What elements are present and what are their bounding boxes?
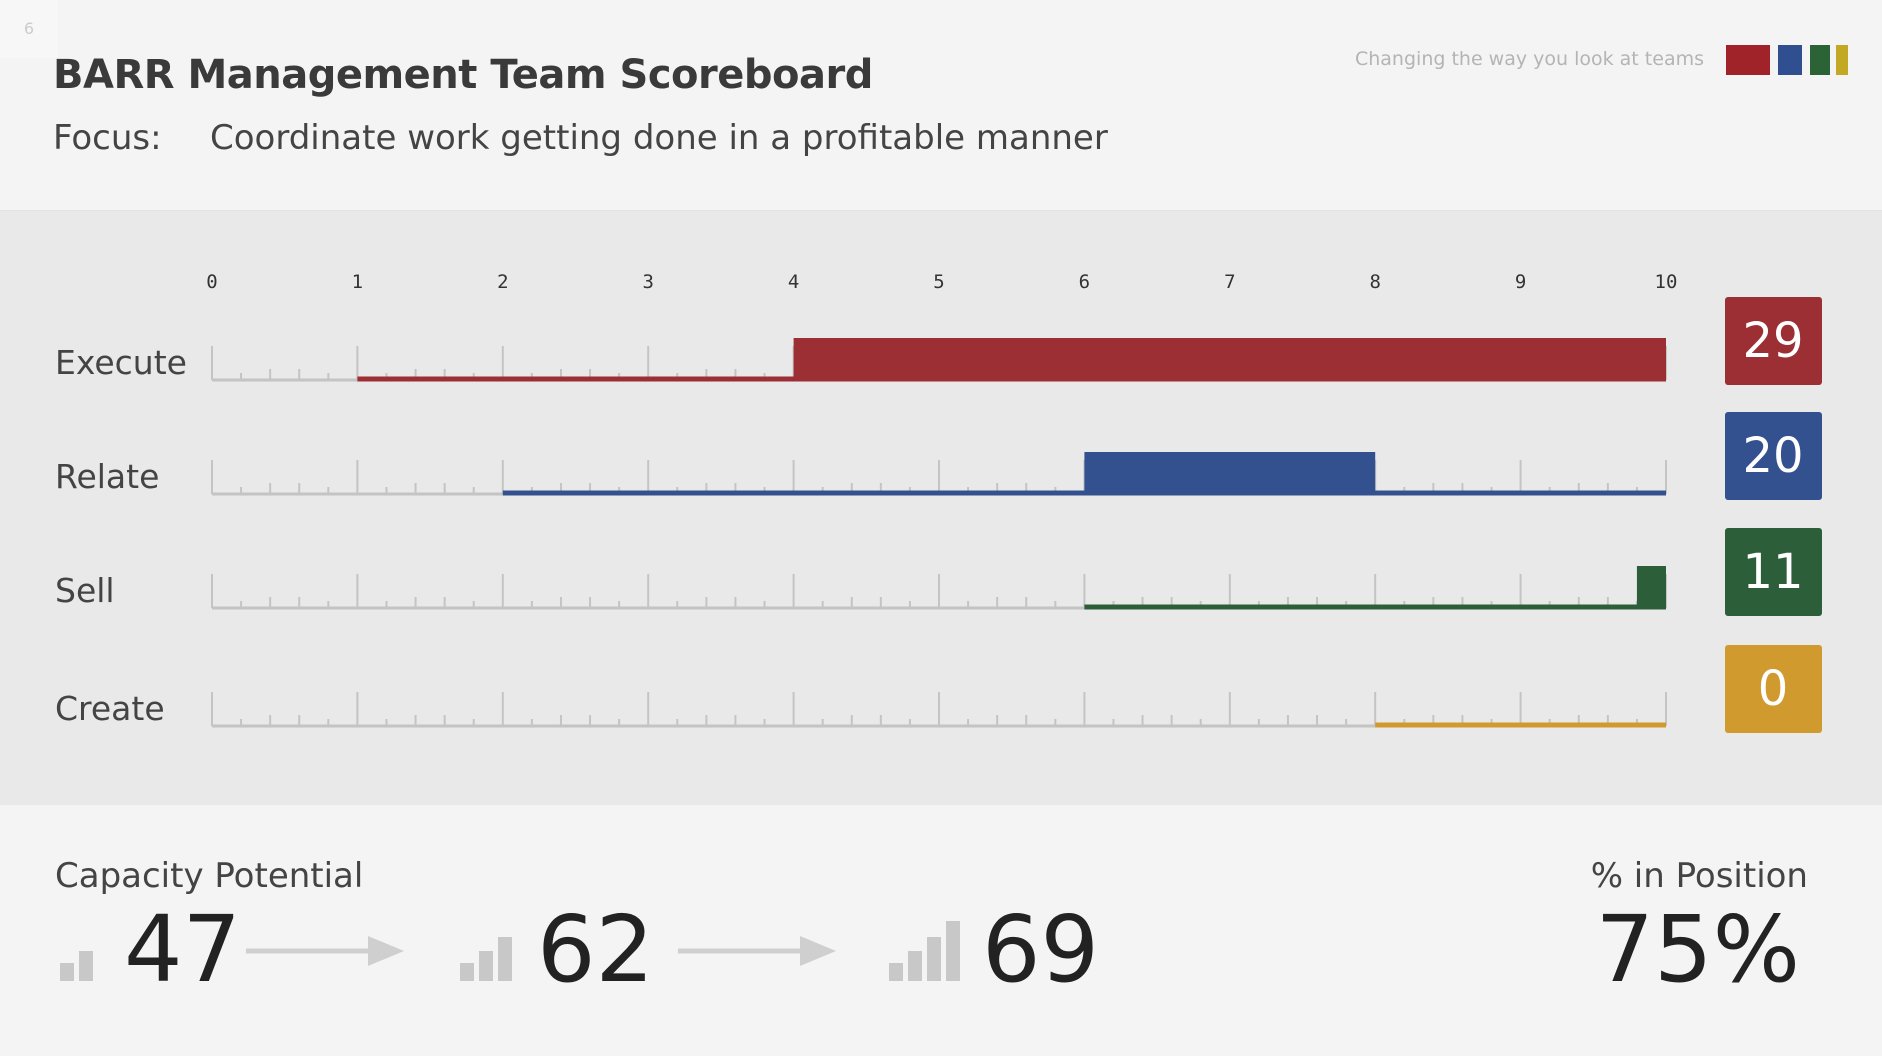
page-title: BARR Management Team Scoreboard — [53, 52, 873, 98]
score-badge — [1725, 412, 1822, 500]
row-label: Create — [55, 689, 165, 728]
score-badge — [1725, 528, 1822, 616]
score-value: 29 — [1742, 313, 1803, 369]
capacity-value-1: 47 — [124, 896, 242, 1003]
score-value: 20 — [1742, 428, 1803, 484]
signal-bar — [946, 921, 960, 981]
capacity-level-icon — [60, 951, 93, 981]
signal-bar — [60, 963, 74, 981]
page-number: 6 — [0, 0, 58, 58]
brand-swatch-blue — [1778, 45, 1802, 75]
signal-bar — [889, 963, 903, 981]
focus-text: Coordinate work getting done in a profit… — [210, 118, 1108, 158]
x-tick-label: 9 — [1515, 271, 1526, 293]
score-badge — [1725, 645, 1822, 733]
position-title: % in Position — [1590, 856, 1808, 896]
arrow-right-icon — [246, 936, 404, 966]
position-value: 75% — [1595, 896, 1800, 1003]
range-bar — [1636, 566, 1666, 608]
brand-swatch-green — [1810, 45, 1830, 75]
x-tick-label: 1 — [352, 271, 363, 293]
score-value: 11 — [1742, 544, 1803, 600]
tagline: Changing the way you look at teams — [1354, 48, 1704, 70]
signal-bar — [927, 937, 941, 981]
score-badge — [1725, 297, 1822, 385]
scoreboard-panel — [0, 211, 1882, 805]
x-tick-label: 6 — [1079, 271, 1090, 293]
row-relate: Relate 20 — [55, 412, 1822, 500]
score-value: 0 — [1758, 661, 1789, 717]
arrow-head — [368, 936, 404, 966]
brand-swatches — [1726, 45, 1848, 75]
row-label: Sell — [55, 571, 115, 610]
x-tick-label: 2 — [497, 271, 508, 293]
signal-bar — [498, 937, 512, 981]
x-tick-label: 8 — [1369, 271, 1380, 293]
summary-panel — [0, 806, 1882, 1056]
signal-bar — [908, 951, 922, 981]
header-panel — [0, 0, 1882, 211]
capacity-title: Capacity Potential — [55, 856, 364, 896]
row-sell: Sell 11 — [55, 528, 1822, 616]
range-bar — [793, 338, 1666, 380]
capacity-level-icon — [889, 921, 960, 981]
arrow-head — [800, 936, 836, 966]
x-tick-label: 5 — [933, 271, 944, 293]
arrow-right-icon — [678, 936, 836, 966]
x-tick-label: 7 — [1224, 271, 1235, 293]
signal-bar — [79, 951, 93, 981]
row-execute: Execute 29 — [55, 297, 1822, 385]
brand-swatch-yellow — [1836, 45, 1848, 75]
x-tick-label: 3 — [642, 271, 653, 293]
brand-swatch-red — [1726, 45, 1770, 75]
x-tick-label: 10 — [1655, 271, 1678, 293]
signal-bar — [479, 951, 493, 981]
row-label: Execute — [55, 343, 187, 382]
focus-label: Focus: — [53, 118, 162, 158]
capacity-value-3: 69 — [982, 896, 1100, 1003]
x-tick-label: 0 — [206, 271, 217, 293]
row-label: Relate — [55, 457, 159, 496]
signal-bar — [460, 963, 474, 981]
range-bar — [1084, 452, 1376, 494]
capacity-level-icon — [460, 937, 512, 981]
row-create: Create 0 — [55, 645, 1822, 733]
x-tick-label: 4 — [788, 271, 799, 293]
capacity-value-2: 62 — [537, 896, 655, 1003]
